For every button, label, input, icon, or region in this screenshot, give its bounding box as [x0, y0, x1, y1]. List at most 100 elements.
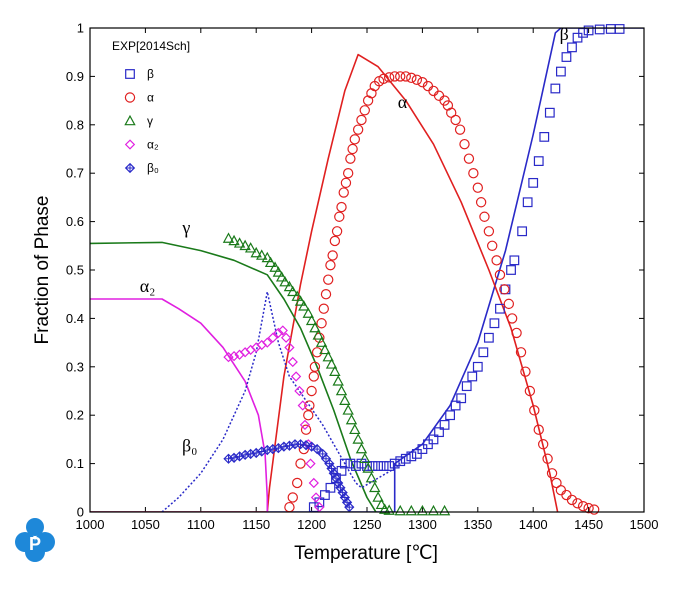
exp-circle-marker	[306, 385, 317, 397]
exp-square-marker	[428, 434, 439, 445]
legend-label: γ	[147, 114, 153, 128]
exp-triangle-marker	[228, 234, 240, 246]
exp-diamond-marker	[277, 325, 288, 336]
exp-square-marker	[325, 482, 336, 493]
calculated-curves	[90, 28, 644, 512]
exp-square-marker	[583, 25, 594, 36]
experimental-markers	[222, 24, 625, 516]
exp-square-marker	[389, 458, 400, 469]
exp-circle-marker	[284, 501, 295, 513]
exp-triangle-marker	[312, 329, 324, 340]
exp-triangle-marker	[275, 271, 288, 282]
y-tick-label: 0.1	[66, 456, 84, 471]
exp-triangle-marker	[383, 504, 395, 515]
exp-circle-marker	[406, 72, 417, 84]
exp-triangle-marker	[269, 261, 281, 272]
legend-label: β₀	[147, 161, 159, 175]
exp-circle-marker	[533, 424, 544, 435]
exp-triangle-marker	[264, 256, 277, 268]
exp-triangle-marker	[315, 336, 328, 347]
exp-diamond-marker	[280, 332, 292, 343]
exp-circle-marker	[577, 500, 589, 512]
exp-triangle-marker	[309, 321, 321, 333]
exp-circle-marker	[487, 240, 498, 251]
x-tick-label: 1300	[408, 517, 437, 532]
exp-square-marker	[345, 458, 356, 469]
exp-square-marker	[336, 465, 347, 476]
legend-diamond-symbol	[124, 139, 136, 150]
exp-square-marker	[605, 24, 616, 34]
legend-label: β	[147, 67, 154, 81]
exp-circle-marker	[389, 71, 400, 82]
exp-circle-marker	[316, 318, 327, 329]
exp-circle-marker	[323, 274, 334, 285]
alpha-calc-curve	[90, 53, 559, 512]
x-tick-label: 1000	[76, 517, 105, 532]
exp-triangle-marker	[279, 275, 291, 287]
exp-circle-marker	[454, 124, 466, 135]
logo-letter: P	[29, 534, 41, 554]
legend-label: α	[147, 91, 154, 105]
plot-frame	[89, 27, 645, 513]
gamma-calc-curve	[90, 241, 377, 512]
alpha2-calc-curve	[90, 298, 269, 512]
exp-circle-marker	[459, 138, 470, 150]
exp-circle-marker	[529, 405, 540, 416]
exp-triangle-marker	[335, 384, 348, 396]
exp-circle-marker	[356, 114, 367, 126]
y-tick-label: 0.8	[66, 117, 84, 132]
exp-triangle-marker	[287, 285, 299, 297]
x-tick-label: 1200	[297, 517, 326, 532]
exp-square-marker	[400, 453, 411, 464]
exp-circle-marker	[309, 361, 321, 372]
exp-circle-marker	[555, 485, 567, 496]
exp-circle-marker	[329, 235, 341, 247]
exp-triangle-marker	[291, 290, 303, 301]
exp-diamond-marker	[223, 351, 234, 363]
exp-circle-marker	[311, 347, 323, 358]
exp-diamond-marker	[290, 371, 302, 382]
curve-label: β	[560, 24, 569, 44]
exp-circle-marker	[542, 453, 553, 464]
curve-label: γ	[181, 218, 190, 238]
exp-circle-marker	[475, 197, 487, 208]
legend: EXP[2014Sch] βαγ α₂ β₀	[112, 39, 190, 175]
y-tick-label: 0	[77, 505, 84, 520]
exp-square-marker	[378, 461, 389, 471]
exp-triangle-marker	[369, 481, 381, 493]
curve-label: β₀	[182, 436, 197, 456]
exp-circle-marker	[503, 298, 515, 310]
exp-triangle-marker	[322, 350, 334, 362]
exp-triangle-marker	[244, 242, 257, 253]
exp-triangle-marker	[233, 237, 246, 248]
exp-circle-marker	[537, 439, 549, 450]
exp-square-marker	[528, 177, 539, 188]
exp-circle-marker	[304, 400, 315, 411]
exp-triangle-marker	[222, 232, 235, 243]
exp-diamond-marker	[308, 477, 319, 489]
exp-square-marker	[456, 393, 467, 404]
exp-triangle-marker	[302, 307, 314, 318]
exp-circle-marker	[345, 153, 356, 164]
exp-square-marker	[561, 52, 572, 62]
exp-square-marker	[478, 347, 489, 358]
exp-square-marker	[362, 461, 372, 471]
exp-square-marker	[450, 400, 461, 411]
exp-triangle-marker	[239, 239, 251, 251]
exp-circle-marker	[572, 498, 583, 509]
exp-circle-marker	[546, 468, 558, 479]
exp-triangle-marker	[345, 413, 358, 425]
exp-square-marker	[533, 156, 544, 167]
y-tick-label: 0.2	[66, 408, 84, 423]
exp-triangle-marker	[319, 343, 331, 355]
exp-square-marker	[367, 461, 378, 471]
exp-diamond-marker	[297, 400, 308, 411]
exp-triangle-marker	[427, 504, 440, 516]
exp-triangle-marker	[256, 249, 268, 260]
exp-square-marker	[539, 132, 550, 142]
exp-triangle-marker	[329, 365, 341, 376]
exp-diamond-marker	[310, 492, 322, 503]
x-tick-label: 1350	[463, 517, 492, 532]
exp-circle-marker	[378, 73, 389, 85]
exp-triangle-marker	[261, 251, 273, 263]
